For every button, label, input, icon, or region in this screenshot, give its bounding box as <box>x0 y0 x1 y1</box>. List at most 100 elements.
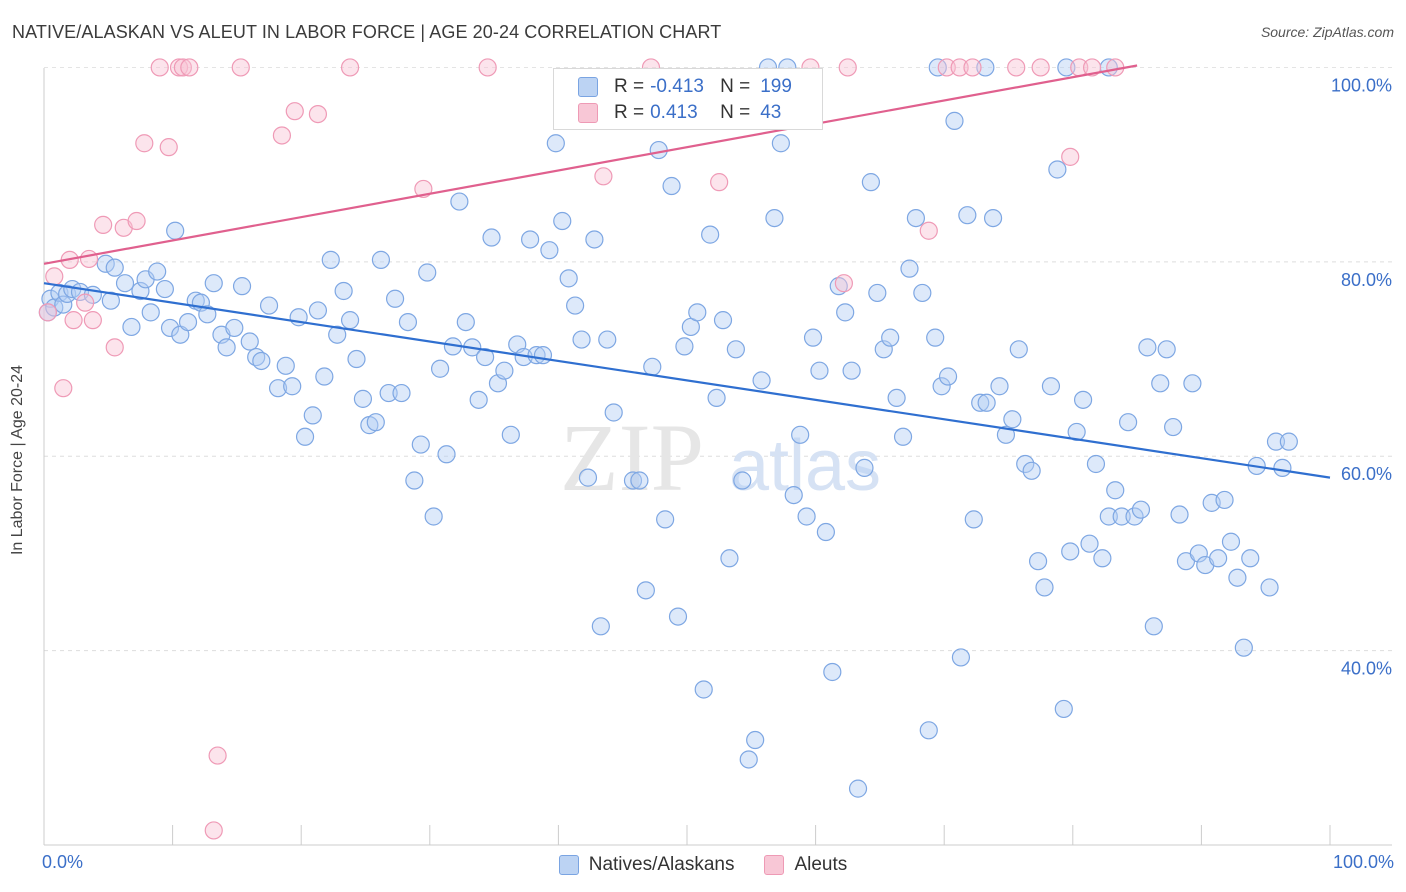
natives-point <box>252 351 271 371</box>
natives-point <box>353 389 373 408</box>
natives-point <box>1170 505 1189 524</box>
aleuts-n-value: 43 <box>760 102 782 123</box>
natives-point <box>155 279 174 299</box>
natives-point <box>340 311 360 330</box>
natives-point <box>1086 454 1106 474</box>
natives-point <box>101 291 120 310</box>
natives-point <box>765 208 784 228</box>
aleuts-point <box>135 134 154 153</box>
natives-point <box>1138 338 1157 357</box>
natives-trend-line <box>43 282 1331 479</box>
natives-point <box>308 301 328 320</box>
natives-point <box>1125 507 1144 526</box>
aleuts-point <box>834 274 853 293</box>
natives-point <box>1228 568 1247 587</box>
y-tick-label: 60.0% <box>1341 464 1392 484</box>
natives-point <box>675 337 694 356</box>
natives-point <box>392 383 411 403</box>
aleuts-trend-line <box>43 64 1138 265</box>
aleuts-point <box>1061 147 1080 166</box>
natives-point <box>932 377 951 396</box>
natives-point <box>178 312 198 332</box>
natives-point <box>996 425 1016 444</box>
x-tick-min: 0.0% <box>42 852 84 872</box>
natives-point <box>701 225 720 244</box>
natives-point <box>521 230 540 249</box>
natives-point <box>668 607 688 626</box>
natives-point <box>328 325 347 344</box>
natives-point <box>1099 507 1118 526</box>
natives-point <box>418 263 437 282</box>
natives-point <box>204 274 223 293</box>
natives-point <box>334 281 353 301</box>
aleuts-point <box>950 58 969 77</box>
natives-point <box>1189 544 1208 563</box>
legend-item-aleuts: Aleuts <box>764 854 847 876</box>
natives-point <box>217 338 236 357</box>
natives-point <box>604 403 623 422</box>
y-tick-labels: 40.0% 60.0% 80.0% 100.0% <box>1331 75 1392 678</box>
natives-point <box>482 228 501 247</box>
aleuts-point <box>76 293 95 312</box>
natives-point <box>893 427 913 446</box>
natives-point <box>540 241 559 260</box>
natives-point <box>926 328 945 347</box>
natives-point <box>771 134 790 153</box>
natives-point <box>559 269 578 288</box>
natives-point <box>1234 638 1253 657</box>
legend-aleuts-swatch <box>764 855 785 875</box>
natives-point <box>148 262 167 281</box>
natives-point <box>976 58 995 77</box>
natives-point <box>578 468 598 487</box>
natives-point <box>752 371 771 390</box>
natives-point <box>829 277 848 296</box>
natives-point <box>656 510 675 529</box>
natives-point <box>958 206 977 225</box>
natives-point <box>566 296 585 315</box>
natives-point <box>983 208 1003 228</box>
natives-point <box>430 359 450 378</box>
natives-n-label: N = <box>720 76 751 97</box>
natives-point <box>630 471 649 490</box>
aleuts-point <box>285 102 304 121</box>
aleuts-point <box>105 338 124 357</box>
natives-point <box>475 347 495 367</box>
natives-point <box>990 377 1009 396</box>
natives-point <box>198 305 217 324</box>
natives-point <box>816 522 835 542</box>
aleuts-point <box>963 58 982 77</box>
series-legend: Natives/Alaskans Aleuts <box>0 852 1406 878</box>
aleuts-point <box>1007 58 1026 77</box>
natives-r-value: -0.413 <box>650 76 704 97</box>
natives-point <box>1073 390 1093 409</box>
natives-point <box>366 413 385 432</box>
natives-point <box>881 328 900 347</box>
natives-point <box>1093 549 1112 568</box>
natives-point <box>1061 542 1080 561</box>
natives-point <box>810 361 829 380</box>
trend-lines <box>43 64 1331 479</box>
natives-point <box>1151 374 1170 393</box>
natives-point <box>971 393 990 412</box>
natives-point <box>1183 374 1202 393</box>
natives-point <box>977 393 996 412</box>
natives-point <box>240 332 259 351</box>
aleuts-point <box>1082 58 1102 77</box>
natives-point <box>1041 377 1061 396</box>
natives-point <box>166 221 185 240</box>
natives-point <box>739 750 758 769</box>
natives-point <box>746 730 765 750</box>
aleuts-point <box>159 138 178 157</box>
natives-point <box>553 211 572 231</box>
natives-point <box>919 721 938 740</box>
natives-point <box>1054 699 1073 719</box>
natives-point <box>913 283 932 303</box>
y-tick-label: 40.0% <box>1341 659 1392 679</box>
aleuts-point <box>272 126 292 145</box>
natives-point <box>938 367 958 386</box>
natives-point <box>707 388 726 408</box>
natives-point <box>411 435 430 454</box>
natives-point <box>321 250 340 269</box>
aleuts-point <box>127 211 146 231</box>
natives-point <box>437 445 456 464</box>
